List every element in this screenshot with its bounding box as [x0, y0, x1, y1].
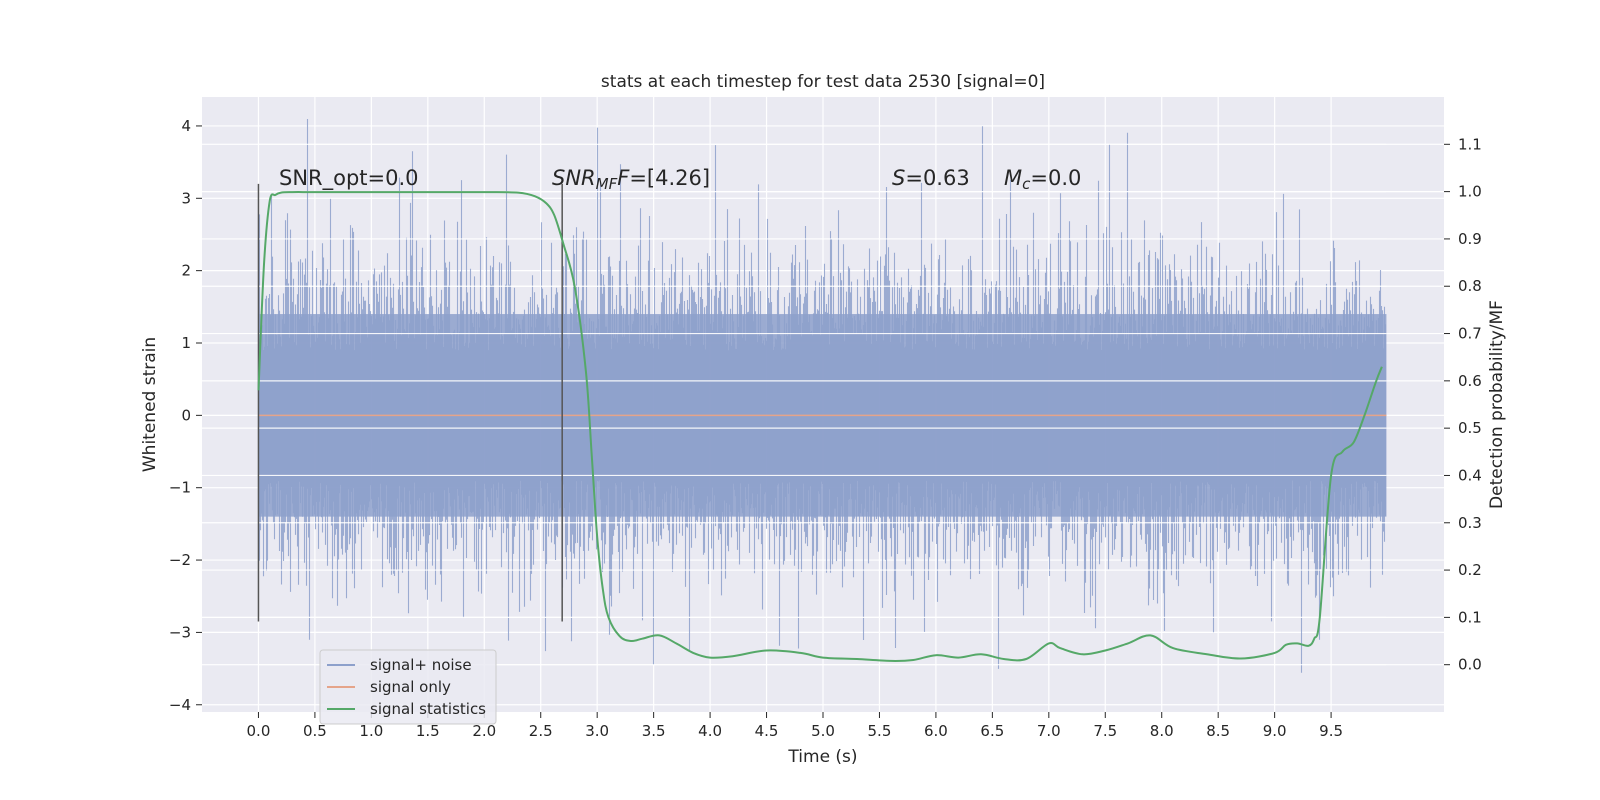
x-tick-label: 7.5 — [1093, 722, 1117, 740]
x-axis-title: Time (s) — [787, 747, 857, 767]
x-tick-label: 0.0 — [247, 722, 271, 740]
y-tick-label: −3 — [169, 623, 191, 641]
x-tick-label: 2.5 — [529, 722, 553, 740]
x-tick-label: 5.5 — [868, 722, 892, 740]
annotation-mc-value: =0.0 — [1030, 166, 1081, 190]
y2-tick-label: 0.2 — [1458, 561, 1482, 579]
y-tick-label: 1 — [181, 334, 191, 352]
chart-title: stats at each timestep for test data 253… — [601, 72, 1045, 92]
x-tick-label: 3.0 — [585, 722, 609, 740]
y2-tick-label: 0.3 — [1458, 514, 1482, 532]
y2-tick-label: 0.4 — [1458, 466, 1482, 484]
annotation-snr-mf: SNRMFF=[4.26] — [552, 166, 710, 193]
y2-axis-ticks: 1.1 1.0 0.9 0.8 0.7 0.6 0.5 0.4 0.3 0.2 0.1 0.0 — [1444, 135, 1482, 674]
y2-tick-label: 0.7 — [1458, 325, 1482, 343]
x-tick-label: 9.0 — [1263, 722, 1287, 740]
vertical-markers — [257, 183, 563, 622]
x-tick-label: 9.5 — [1319, 722, 1343, 740]
y2-tick-label: 0.9 — [1458, 230, 1482, 248]
annotation-mc: Mc=0.0 — [1004, 166, 1081, 193]
y-tick-label: 0 — [181, 406, 191, 424]
y-axis-title: Whitened strain — [140, 337, 160, 472]
y2-tick-label: 0.5 — [1458, 419, 1482, 437]
annotation-snr-mf-value: =[4.26] — [629, 166, 710, 190]
statistics-line — [257, 191, 1383, 662]
y-tick-label: 4 — [181, 117, 191, 135]
statistics-series — [257, 191, 1383, 662]
legend-label: signal+ noise — [370, 656, 472, 674]
x-tick-label: 1.5 — [416, 722, 440, 740]
annotations: SNR_opt=0.0 SNRMFF=[4.26] S=0.63 Mc=0.0 — [279, 166, 1081, 193]
y2-tick-label: 0.0 — [1458, 656, 1482, 674]
x-tick-label: 8.0 — [1150, 722, 1174, 740]
x-tick-label: 2.0 — [472, 722, 496, 740]
x-tick-label: 6.5 — [980, 722, 1004, 740]
annotation-snr-mf-f: F — [617, 166, 630, 190]
x-tick-label: 0.5 — [303, 722, 327, 740]
y2-tick-label: 1.1 — [1458, 135, 1482, 153]
y2-tick-label: 0.8 — [1458, 277, 1482, 295]
x-tick-label: 8.5 — [1206, 722, 1230, 740]
y-tick-label: −1 — [169, 479, 191, 497]
legend-label: signal only — [370, 678, 451, 696]
y-tick-label: 2 — [181, 262, 191, 280]
annotation-mc-subscript: c — [1022, 175, 1031, 193]
annotation-s-value: =0.63 — [905, 166, 969, 190]
y-tick-label: −2 — [169, 551, 191, 569]
x-tick-label: 4.0 — [698, 722, 722, 740]
annotation-s: S=0.63 — [892, 166, 970, 190]
annotation-snr-mf-subscript: MF — [596, 175, 618, 193]
legend: signal+ noise signal only signal statistic… — [319, 649, 497, 725]
y-axis-ticks: 4 3 2 1 0 −1 −2 −3 −4 — [169, 117, 202, 714]
x-tick-label: 1.0 — [359, 722, 383, 740]
x-axis-ticks: 0.0 0.5 1.0 1.5 2.0 2.5 3.0 3.5 4.0 4.5 5.0 5.5 6.0 6… — [247, 712, 1343, 740]
y-tick-label: 3 — [181, 189, 191, 207]
x-tick-label: 4.5 — [755, 722, 779, 740]
y2-tick-label: 0.1 — [1458, 608, 1482, 626]
x-tick-label: 3.5 — [642, 722, 666, 740]
y2-tick-label: 0.6 — [1458, 372, 1482, 390]
x-tick-label: 5.0 — [811, 722, 835, 740]
annotation-snr-opt: SNR_opt=0.0 — [279, 166, 419, 191]
annotation-mc-symbol: M — [1004, 166, 1022, 190]
legend-label: signal statistics — [370, 700, 486, 718]
annotation-snr-mf-symbol: SNR — [552, 166, 596, 190]
x-tick-label: 7.0 — [1037, 722, 1061, 740]
y2-axis-title: Detection probability/MF — [1487, 300, 1507, 509]
y2-tick-label: 1.0 — [1458, 183, 1482, 201]
y-tick-label: −4 — [169, 696, 191, 714]
legend-box — [319, 649, 497, 725]
x-tick-label: 6.0 — [924, 722, 948, 740]
annotation-s-symbol: S — [892, 166, 905, 190]
